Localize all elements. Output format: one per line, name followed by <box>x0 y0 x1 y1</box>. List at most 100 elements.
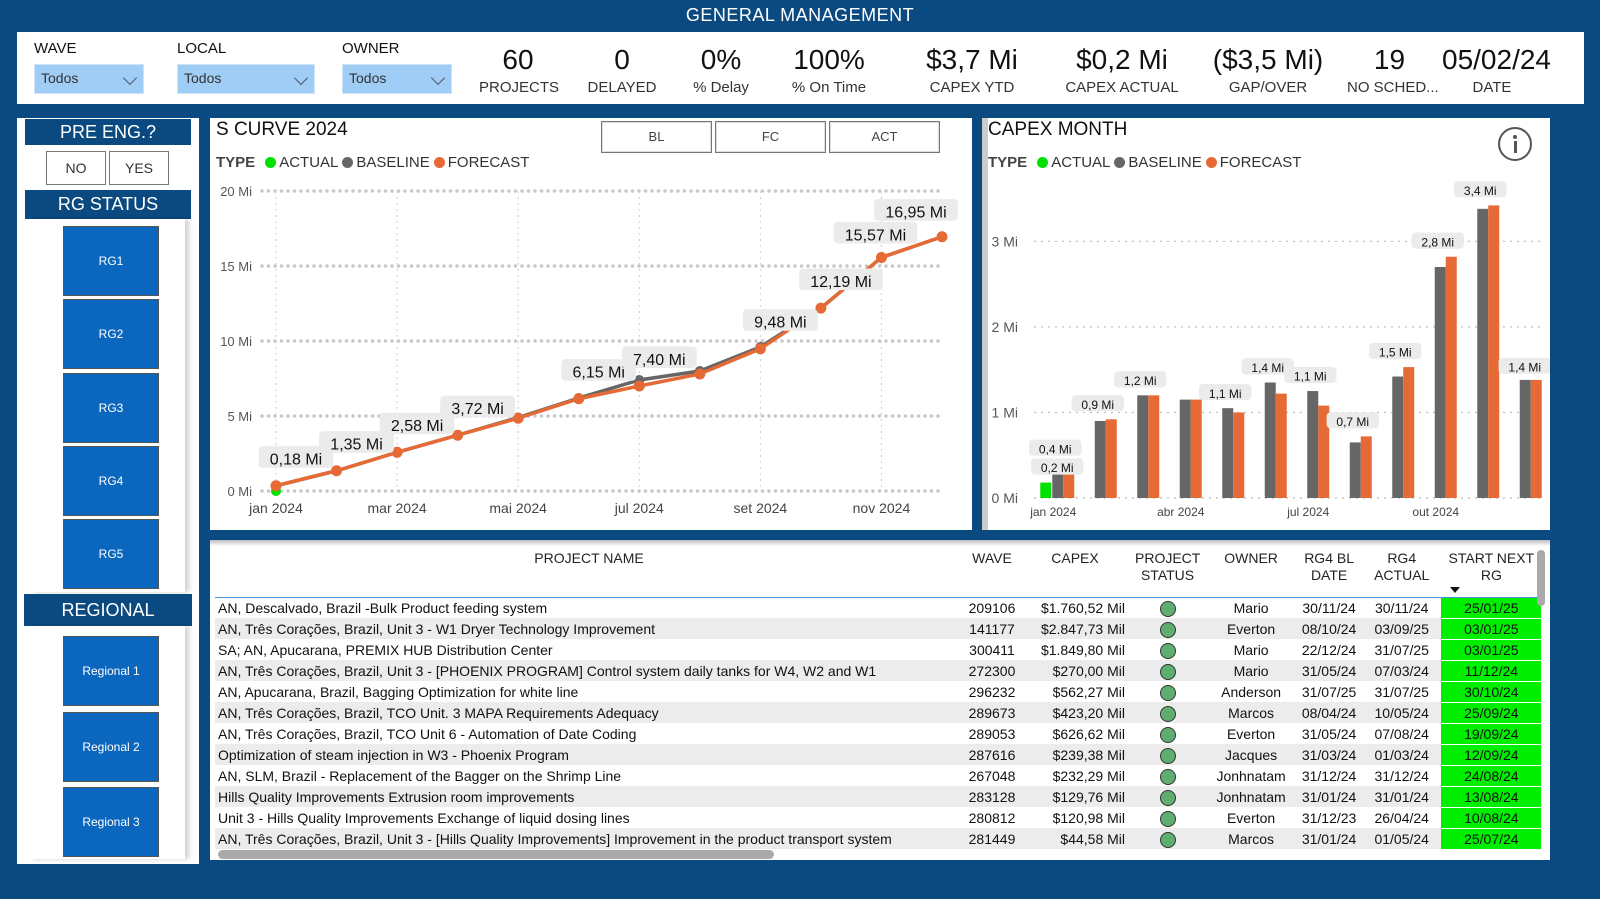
baseline-bar <box>1349 442 1361 498</box>
col-capex[interactable]: CAPEX <box>1051 550 1099 566</box>
legend-baseline[interactable]: BASELINE <box>1128 154 1202 171</box>
forecast-bar <box>1233 412 1245 498</box>
rg3-tile[interactable]: RG3 <box>63 373 159 443</box>
legend-title: TYPE <box>216 154 256 171</box>
capex-data-label-bg <box>1071 395 1124 412</box>
col-owner[interactable]: OWNER <box>1224 550 1278 566</box>
table-row[interactable]: AN, Três Corações, Brazil, Unit 3 - [Hil… <box>215 828 1542 850</box>
legend-forecast[interactable]: FORECAST <box>447 154 530 171</box>
col-rg4-bl-date[interactable]: RG4 BL DATE <box>1304 550 1354 583</box>
wave-cell: 289053 <box>968 725 1016 742</box>
legend-baseline[interactable]: BASELINE <box>356 154 430 171</box>
local-dropdown[interactable]: Todos <box>177 64 315 94</box>
s-curve-data-label-bg <box>743 309 818 331</box>
actual-legend-dot-icon <box>1037 157 1049 168</box>
regional-2-tile[interactable]: Regional 2 <box>63 712 159 782</box>
forecast-bar <box>1148 395 1160 498</box>
project-name-cell: SA; AN, Apucarana, PREMIX HUB Distributi… <box>218 641 553 658</box>
kpi-gap-over: ($3,5 Mi) GAP/OVER <box>1207 42 1329 98</box>
table-row[interactable]: AN, SLM, Brazil - Replacement of the Bag… <box>215 765 1542 787</box>
y-tick-label: 20 Mi <box>220 184 252 199</box>
kpi-value: 0% <box>700 44 742 75</box>
table-row[interactable]: AN, Três Corações, Brazil, TCO Unit. 3 M… <box>215 702 1542 724</box>
table-row[interactable]: Unit 3 - Hills Quality Improvements Exch… <box>215 807 1542 829</box>
x-tick-label: mai 2024 <box>489 500 547 516</box>
act-button[interactable]: ACT <box>829 121 940 153</box>
rg-status-header: RG STATUS <box>25 190 191 219</box>
rg4-actual-cell: 03/09/25 <box>1362 618 1442 639</box>
forecast-point <box>331 465 343 477</box>
project-name-cell: AN, Três Corações, Brazil, TCO Unit 6 - … <box>218 725 637 742</box>
forecast-bar <box>1318 405 1330 498</box>
col-wave[interactable]: WAVE <box>972 550 1012 566</box>
owner-cell: Jonhnatam <box>1216 767 1286 784</box>
sort-descending-icon[interactable] <box>1450 587 1461 593</box>
info-icon[interactable] <box>1498 127 1532 161</box>
legend-actual[interactable]: ACTUAL <box>1051 154 1111 171</box>
bl-button[interactable]: BL <box>601 121 712 153</box>
col-start-next-rg[interactable]: START NEXT RG <box>1441 550 1541 597</box>
fc-button[interactable]: FC <box>715 121 826 153</box>
rg4-actual-cell: 01/03/24 <box>1362 744 1442 765</box>
rg4-actual-cell: 07/03/24 <box>1362 660 1442 681</box>
page-title: GENERAL MANAGEMENT <box>685 5 915 25</box>
start-next-rg-cell: 10/08/24 <box>1441 807 1542 829</box>
rg4-bl-date-cell: 08/10/24 <box>1296 618 1363 639</box>
rg4-tile[interactable]: RG4 <box>63 446 159 516</box>
forecast-bar <box>1190 399 1202 498</box>
table-row[interactable]: AN, Descalvado, Brazil -Bulk Product fee… <box>215 597 1542 619</box>
table-row[interactable]: AN, Três Corações, Brazil, Unit 3 - [PHO… <box>215 660 1542 682</box>
s-curve-card: S CURVE 2024 BL FC ACT TYPE ACTUAL BASELIN… <box>210 118 972 530</box>
pre-eng-yes-button[interactable]: YES <box>109 151 169 185</box>
project-name-cell: Optimization of steam injection in W3 - … <box>215 744 963 765</box>
y-tick-label: 10 Mi <box>220 334 252 349</box>
capex-month-legend: TYPE ACTUAL BASELINE FORECAST <box>988 154 1301 171</box>
y-tick-label: 3 Mi <box>992 233 1018 249</box>
forecast-point <box>452 429 464 441</box>
chevron-down-icon <box>122 70 138 86</box>
filter-label: OWNER <box>342 40 400 57</box>
table-row[interactable]: SA; AN, Apucarana, PREMIX HUB Distributi… <box>215 639 1542 661</box>
table-row[interactable]: AN, Apucarana, Brazil, Bagging Optimizat… <box>215 681 1542 703</box>
horizontal-scrollbar[interactable] <box>218 850 774 859</box>
baseline-legend-dot-icon <box>1114 157 1126 168</box>
kpi-no-schedule: 19 NO SCHED... <box>1347 42 1439 98</box>
regional-1-tile[interactable]: Regional 1 <box>63 636 159 706</box>
legend-forecast[interactable]: FORECAST <box>1219 154 1302 171</box>
vertical-scrollbar[interactable] <box>1537 550 1545 606</box>
status-cell <box>1129 639 1206 660</box>
forecast-point <box>694 368 706 380</box>
owner-dropdown[interactable]: Todos <box>342 64 452 94</box>
legend-title: TYPE <box>988 154 1028 171</box>
regional-3-tile[interactable]: Regional 3 <box>63 787 159 857</box>
s-curve-data-label: 12,19 Mi <box>810 274 871 291</box>
col-project-name[interactable]: PROJECT NAME <box>534 550 644 566</box>
wave-dropdown[interactable]: Todos <box>34 64 144 94</box>
s-curve-data-label-bg <box>379 412 455 435</box>
rg2-tile[interactable]: RG2 <box>63 299 159 369</box>
capex-data-label: 1,2 Mi <box>1124 374 1157 388</box>
capex-data-label-bg <box>1199 383 1252 401</box>
pre-eng-no-button[interactable]: NO <box>46 151 106 185</box>
col-project-status[interactable]: PROJECT STATUS <box>1135 550 1201 583</box>
table-row[interactable]: AN, Três Corações, Brazil, Unit 3 - W1 D… <box>215 618 1542 640</box>
owner-cell: Everton <box>1206 618 1297 639</box>
chevron-down-icon <box>293 70 309 86</box>
wave-cell: 141177 <box>963 618 1021 639</box>
col-rg4-actual[interactable]: RG4 ACTUAL <box>1374 550 1430 583</box>
wave-cell: 289673 <box>963 702 1021 723</box>
table-row[interactable]: Optimization of steam injection in W3 - … <box>215 744 1542 766</box>
s-curve-data-label-bg <box>561 359 637 381</box>
rg5-tile[interactable]: RG5 <box>63 519 159 589</box>
capex-data-label: 1,1 Mi <box>1294 370 1327 384</box>
rg4-bl-date-cell: 30/11/24 <box>1302 599 1356 616</box>
owner-cell: Mario <box>1206 660 1297 681</box>
table-row[interactable]: AN, Três Corações, Brazil, TCO Unit 6 - … <box>215 723 1542 745</box>
tile-label: RG1 <box>98 254 124 268</box>
s-curve-data-label-bg <box>621 346 697 368</box>
project-name-cell: AN, Apucarana, Brazil, Bagging Optimizat… <box>218 683 579 700</box>
rg1-tile[interactable]: RG1 <box>63 226 159 296</box>
table-row[interactable]: Hills Quality Improvements Extrusion roo… <box>215 786 1542 808</box>
legend-actual[interactable]: ACTUAL <box>279 154 339 171</box>
table-header-row: PROJECT NAME WAVE CAPEX PROJECT STATUS O… <box>215 550 1542 597</box>
